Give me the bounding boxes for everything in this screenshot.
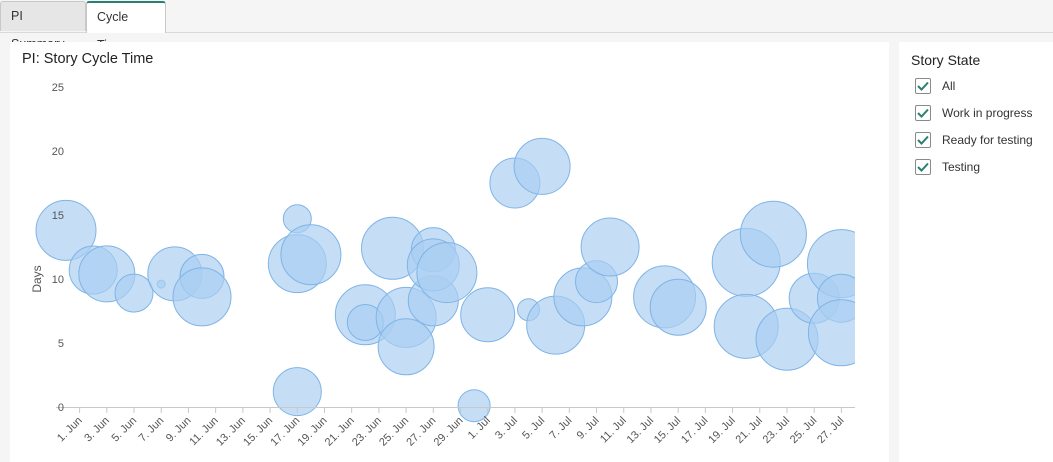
- filter-label: Testing: [942, 160, 981, 174]
- tab-bar: PI Summary Cycle Time: [0, 0, 1053, 52]
- x-tick-label: 1. Jun: [55, 415, 85, 445]
- x-tick-label: 25. Jun: [377, 415, 411, 449]
- bubble-point[interactable]: [172, 267, 232, 327]
- x-tick-label: 29. Jun: [432, 415, 466, 449]
- x-tick-label: 3. Jul: [493, 415, 520, 442]
- filter-ready-for-testing[interactable]: Ready for testing: [915, 130, 1033, 150]
- check-icon: [917, 81, 929, 91]
- checkbox-ready-for-testing[interactable]: [915, 132, 931, 148]
- bubble-point[interactable]: [35, 199, 97, 261]
- story-state-filter-panel: Story State All Work in progress Ready f…: [899, 42, 1053, 462]
- filter-testing[interactable]: Testing: [915, 157, 980, 177]
- story-state-title: Story State: [911, 52, 981, 68]
- x-tick-label: 23. Jul: [761, 415, 792, 446]
- x-tick-label: 21. Jul: [733, 415, 764, 446]
- y-tick-label: 20: [52, 146, 64, 158]
- tab-pi-summary[interactable]: PI Summary: [0, 1, 86, 51]
- bubble-point[interactable]: [580, 217, 640, 277]
- y-axis-title: Days: [30, 265, 44, 292]
- bubble-point[interactable]: [739, 200, 807, 268]
- y-tick-label: 0: [58, 402, 64, 414]
- x-tick-label: 13. Jun: [214, 415, 248, 449]
- filter-label: Work in progress: [942, 106, 1033, 120]
- bubble-point[interactable]: [114, 273, 154, 313]
- x-tick-label: 5. Jul: [520, 415, 547, 442]
- x-tick-label: 25. Jul: [788, 415, 819, 446]
- x-tick-label: 15. Jul: [652, 415, 683, 446]
- y-tick-label: 5: [58, 338, 64, 350]
- y-tick-label: 15: [52, 210, 64, 222]
- checkbox-testing[interactable]: [915, 159, 931, 175]
- y-tick-label: 10: [52, 274, 64, 286]
- bubble-point[interactable]: [377, 318, 435, 376]
- tab-cycle-time[interactable]: Cycle Time: [86, 1, 166, 52]
- check-icon: [917, 108, 929, 118]
- x-tick-label: 7. Jul: [547, 415, 574, 442]
- x-tick-label: 17. Jul: [679, 415, 710, 446]
- x-tick-label: 23. Jun: [350, 415, 384, 449]
- x-tick-label: 11. Jul: [598, 415, 629, 446]
- bubble-point[interactable]: [513, 137, 571, 195]
- filter-work-in-progress[interactable]: Work in progress: [915, 103, 1032, 123]
- x-tick-label: 19. Jun: [296, 415, 330, 449]
- bubble-point[interactable]: [280, 224, 342, 286]
- checkbox-work-in-progress[interactable]: [915, 105, 931, 121]
- x-tick-label: 7. Jun: [137, 415, 167, 445]
- filter-label: Ready for testing: [942, 133, 1033, 147]
- x-tick-label: 27. Jun: [404, 415, 438, 449]
- x-tick-label: 21. Jun: [323, 415, 357, 449]
- x-tick-label: 5. Jun: [109, 415, 139, 445]
- x-tick-label: 17. Jun: [268, 415, 302, 449]
- x-tick-label: 13. Jul: [625, 415, 656, 446]
- check-icon: [917, 162, 929, 172]
- bubble-point[interactable]: [460, 287, 516, 343]
- x-tick-label: 15. Jun: [241, 415, 275, 449]
- bubble-point[interactable]: [807, 299, 874, 367]
- bubble-point[interactable]: [416, 242, 478, 304]
- x-tick-label: 27. Jul: [815, 415, 846, 446]
- filter-all[interactable]: All: [915, 76, 955, 96]
- chart-panel: PI: Story Cycle Time 1. Jun 3. Jun 5. Jun 7…: [10, 42, 889, 462]
- x-tick-label: 19. Jul: [706, 415, 737, 446]
- bubble-point[interactable]: [272, 367, 322, 417]
- checkbox-all[interactable]: [915, 78, 931, 94]
- y-tick-label: 25: [52, 82, 64, 94]
- filter-label: All: [942, 79, 956, 93]
- x-tick-label: 3. Jun: [82, 415, 112, 445]
- bubble-series: [35, 137, 874, 423]
- bubble-point[interactable]: [649, 278, 707, 336]
- chart-title: PI: Story Cycle Time: [22, 51, 154, 67]
- check-icon: [917, 135, 929, 145]
- bubble-point[interactable]: [457, 389, 491, 423]
